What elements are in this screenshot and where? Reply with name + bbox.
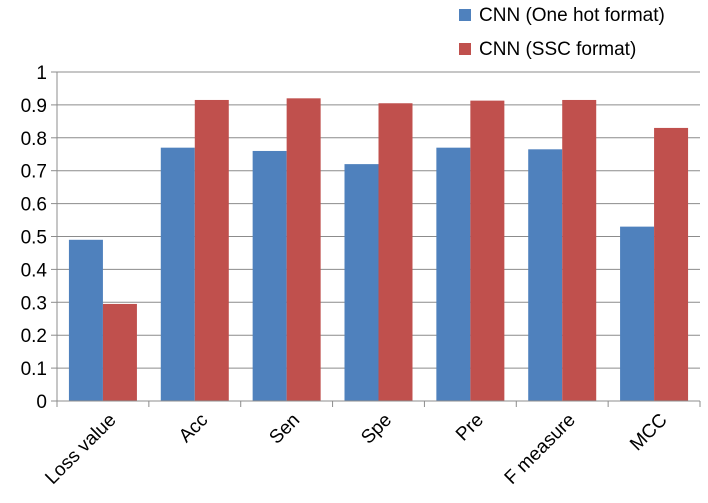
y-tick-label: 0.5 xyxy=(21,228,47,249)
y-tick-label: 0.7 xyxy=(21,162,47,183)
bar-series-1-sen xyxy=(252,150,287,401)
bar-series-1-f-measure xyxy=(528,149,563,401)
legend-label-series-2: CNN (SSC format) xyxy=(479,39,636,60)
axes xyxy=(51,71,701,407)
x-category-label: F measure xyxy=(501,410,580,489)
y-tick-label: 0.6 xyxy=(21,195,47,216)
x-category-label: Spe xyxy=(357,410,396,449)
y-tick-label: 0.3 xyxy=(21,293,47,314)
legend: CNN (One hot format) CNN (SSC format) xyxy=(459,5,665,60)
bar-series-1-loss-value xyxy=(68,239,103,401)
bar-series-2-f-measure xyxy=(562,99,597,401)
x-category-label: Pre xyxy=(452,410,488,446)
y-tick-label: 0.9 xyxy=(21,96,47,117)
bar-series-1-pre xyxy=(436,147,471,401)
bar-series-1-mcc xyxy=(620,226,655,401)
bar-series-2-pre xyxy=(470,100,505,402)
bar-series-2-acc xyxy=(194,99,229,401)
x-category-label: Acc xyxy=(175,410,212,447)
x-category-label: Loss value xyxy=(41,410,120,489)
bar-series-2-mcc xyxy=(654,127,689,402)
y-tick-label: 0.2 xyxy=(21,326,47,347)
bar-series-1-spe xyxy=(344,164,379,401)
y-tick-label: 0.1 xyxy=(21,359,47,380)
bar-series-2-spe xyxy=(378,103,413,401)
y-tick-label: 0.8 xyxy=(21,129,47,150)
x-category-label: Sen xyxy=(265,410,304,449)
bars xyxy=(68,98,689,402)
legend-label-series-1: CNN (One hot format) xyxy=(479,5,665,26)
y-axis-tick-labels: 0 0.1 0.2 0.3 0.4 0.5 0.6 0.7 0.8 0.9 1 xyxy=(21,63,48,413)
bar-series-2-sen xyxy=(286,98,321,401)
y-tick-label: 0.4 xyxy=(21,260,48,281)
legend-swatch-series-2 xyxy=(459,43,471,55)
y-tick-label: 0 xyxy=(36,392,47,413)
bar-series-2-loss-value xyxy=(102,303,137,401)
legend-swatch-series-1 xyxy=(459,9,471,21)
y-tick-label: 1 xyxy=(36,63,47,84)
bar-series-1-acc xyxy=(160,147,195,401)
x-axis-category-labels: Loss value Acc Sen Spe Pre F measure MCC xyxy=(41,410,671,489)
x-category-label: MCC xyxy=(626,410,671,455)
